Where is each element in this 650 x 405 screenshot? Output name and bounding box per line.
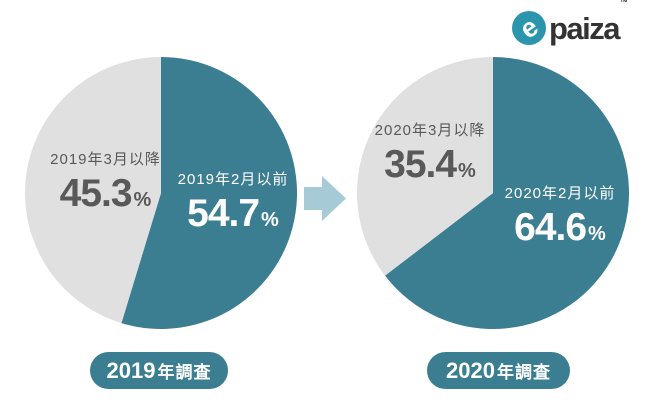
slice-value: 35.4% xyxy=(384,142,476,186)
caption-pill-2020: 2020 年調査 xyxy=(427,352,570,389)
caption-suffix: 年調査 xyxy=(157,363,212,382)
pie-slice xyxy=(357,57,493,276)
caption-year: 2019 xyxy=(106,357,156,383)
slice-name: 2020年3月以降 xyxy=(374,122,486,139)
pie-slice xyxy=(25,57,162,324)
slice-name: 2019年2月以前 xyxy=(177,171,289,188)
slice-name: 2020年2月以前 xyxy=(504,185,616,202)
caption-pill-2019: 2019 年調査 xyxy=(90,352,228,389)
slice-value: 54.7% xyxy=(187,191,279,235)
pie-slice xyxy=(385,57,629,329)
slice-label-2019-after-march: 2019年3月以降 45.3% xyxy=(33,150,178,213)
pie-slice xyxy=(121,57,297,329)
pie-chart-2019 xyxy=(25,57,297,329)
slice-name: 2019年3月以降 xyxy=(50,151,161,168)
logo-wordmark: paiza™ xyxy=(549,0,628,44)
slice-label-2020-after-march: 2020年3月以降 35.4% xyxy=(360,121,500,184)
slice-label-2020-before-february: 2020年2月以前 64.6% xyxy=(490,184,630,247)
slice-label-2019-before-february: 2019年2月以前 54.7% xyxy=(163,170,303,233)
caption-year: 2020 xyxy=(446,357,495,383)
slice-value: 64.6% xyxy=(514,205,606,249)
paiza-logo-icon: e xyxy=(512,11,546,45)
paiza-logo: e paiza™ xyxy=(512,0,628,45)
right-arrow-icon xyxy=(304,176,346,221)
pie-chart-2020 xyxy=(357,57,629,329)
slice-value: 45.3% xyxy=(59,171,152,215)
trademark-symbol: ™ xyxy=(620,0,629,7)
caption-suffix: 年調査 xyxy=(496,363,551,382)
